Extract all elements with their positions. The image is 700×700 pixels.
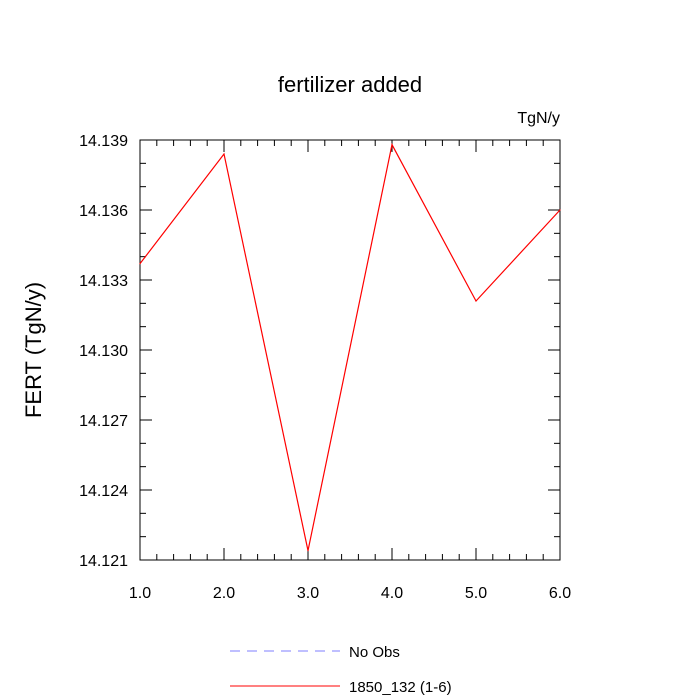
x-tick-label: 2.0: [213, 585, 235, 602]
y-tick-label: 14.127: [79, 413, 128, 430]
x-tick-label: 6.0: [549, 585, 571, 602]
legend-label-0: No Obs: [349, 644, 400, 661]
y-tick-label: 14.124: [79, 483, 128, 500]
legend: No Obs 1850_132 (1-6): [230, 644, 452, 696]
axis-ticks: [139, 139, 561, 561]
y-tick-label: 14.121: [79, 553, 128, 570]
units-label: TgN/y: [517, 110, 560, 127]
y-tick-label: 14.136: [79, 203, 128, 220]
y-tick-label: 14.130: [79, 343, 128, 360]
data-point: [307, 550, 309, 552]
x-tick-label: 1.0: [129, 585, 151, 602]
data-point: [391, 144, 393, 146]
y-tick-label: 14.139: [79, 133, 128, 150]
data-point: [559, 209, 561, 211]
tick-labels: 1.0 2.0 3.0 4.0 5.0 6.0 14.121 14.124 14.127 14.1…: [79, 133, 571, 602]
x-tick-label: 4.0: [381, 585, 403, 602]
y-tick-label: 14.133: [79, 273, 128, 290]
data-point: [475, 300, 477, 302]
data-point: [139, 263, 141, 265]
x-tick-label: 3.0: [297, 585, 319, 602]
chart-title: fertilizer added: [278, 72, 422, 97]
x-tick-label: 5.0: [465, 585, 487, 602]
series-layer: [139, 142, 561, 552]
series-line-0: [139, 142, 561, 551]
legend-label-1: 1850_132 (1-6): [349, 679, 452, 696]
y-axis-label: FERT (TgN/y): [21, 282, 46, 418]
data-point: [223, 153, 225, 155]
